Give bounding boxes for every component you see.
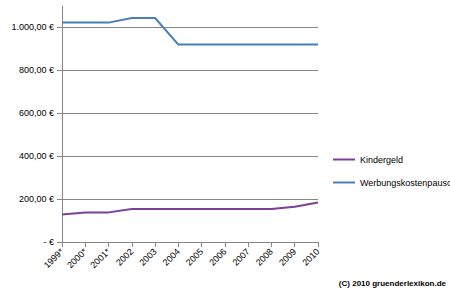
svg-text:2006: 2006: [207, 246, 228, 267]
svg-text:(C) 2010 gruenderlexikon.de: (C) 2010 gruenderlexikon.de: [339, 279, 447, 288]
svg-text:Werbungskostenpauschale: Werbungskostenpauschale: [360, 178, 450, 188]
svg-text:2003: 2003: [137, 246, 158, 267]
svg-text:2005: 2005: [184, 246, 205, 267]
svg-text:2001*: 2001*: [88, 246, 112, 270]
svg-text:2002: 2002: [114, 246, 135, 267]
svg-text:600,00 €: 600,00 €: [19, 108, 54, 118]
svg-text:1999*: 1999*: [42, 246, 66, 270]
svg-text:400,00 €: 400,00 €: [19, 151, 54, 161]
svg-text:- €: - €: [43, 237, 54, 247]
svg-text:Kindergeld: Kindergeld: [360, 155, 403, 165]
svg-text:2008: 2008: [254, 246, 275, 267]
svg-text:2004: 2004: [161, 246, 182, 267]
svg-text:1.000,00 €: 1.000,00 €: [11, 22, 54, 32]
svg-text:2009: 2009: [277, 246, 298, 267]
svg-text:200,00 €: 200,00 €: [19, 194, 54, 204]
svg-text:800,00 €: 800,00 €: [19, 65, 54, 75]
svg-text:2007: 2007: [231, 246, 252, 267]
svg-text:2000*: 2000*: [65, 246, 89, 270]
svg-text:2010: 2010: [300, 246, 321, 267]
